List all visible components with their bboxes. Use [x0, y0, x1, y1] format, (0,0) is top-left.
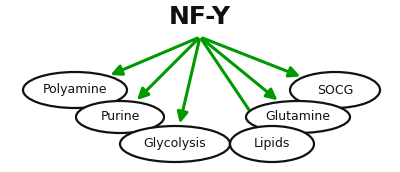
Text: Polyamine: Polyamine — [43, 83, 107, 96]
Ellipse shape — [230, 126, 314, 162]
Text: NF-Y: NF-Y — [169, 5, 231, 29]
Text: Purine: Purine — [100, 110, 140, 123]
Ellipse shape — [290, 72, 380, 108]
Text: SOCG: SOCG — [317, 83, 353, 96]
Ellipse shape — [120, 126, 230, 162]
Text: Lipids: Lipids — [254, 137, 290, 150]
Ellipse shape — [246, 101, 350, 133]
Text: Glycolysis: Glycolysis — [144, 137, 206, 150]
Ellipse shape — [23, 72, 127, 108]
Ellipse shape — [76, 101, 164, 133]
Text: Glutamine: Glutamine — [266, 110, 330, 123]
